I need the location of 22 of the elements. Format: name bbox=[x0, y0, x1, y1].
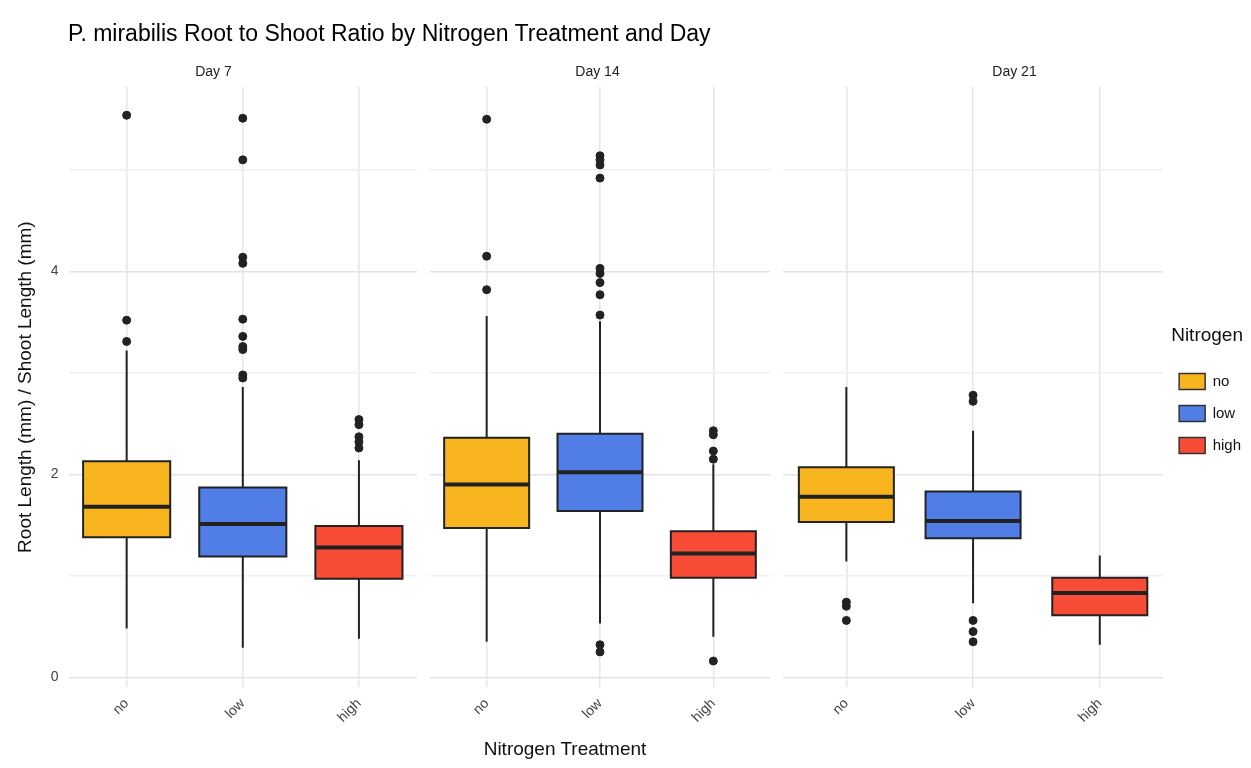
x-tick-label: low bbox=[221, 694, 249, 722]
chart-subtitle: Day 14 bbox=[575, 63, 620, 80]
x-tick-label: no bbox=[828, 694, 852, 718]
x-tick-label: no bbox=[109, 694, 132, 718]
x-axis-title: Nitrogen Treatment bbox=[482, 738, 648, 760]
x-tick-label: low bbox=[578, 694, 606, 722]
x-tick-label: high bbox=[333, 694, 364, 725]
legend-label: low bbox=[1212, 403, 1236, 421]
x-tick-label: low bbox=[951, 694, 979, 722]
legend-label: no bbox=[1212, 371, 1230, 389]
x-tick-label: high bbox=[1074, 694, 1105, 725]
chart-title: P. mirabilis Root to Shoot Ratio by Nitrogen Treatment and Day bbox=[68, 20, 711, 47]
legend-title: Nitrogen bbox=[1171, 324, 1243, 346]
chart-subtitle: Day 7 bbox=[195, 63, 232, 80]
y-tick-label: 4 bbox=[50, 262, 59, 279]
chart-subtitle: Day 21 bbox=[992, 63, 1037, 80]
x-tick-label: high bbox=[688, 694, 719, 725]
legend-label: high bbox=[1212, 435, 1241, 453]
x-tick-label: no bbox=[469, 694, 492, 718]
y-tick-label: 2 bbox=[50, 465, 59, 482]
y-axis-title: Root Length (mm) / Shoot Length (mm) bbox=[13, 221, 35, 553]
y-tick-label: 0 bbox=[50, 668, 59, 685]
